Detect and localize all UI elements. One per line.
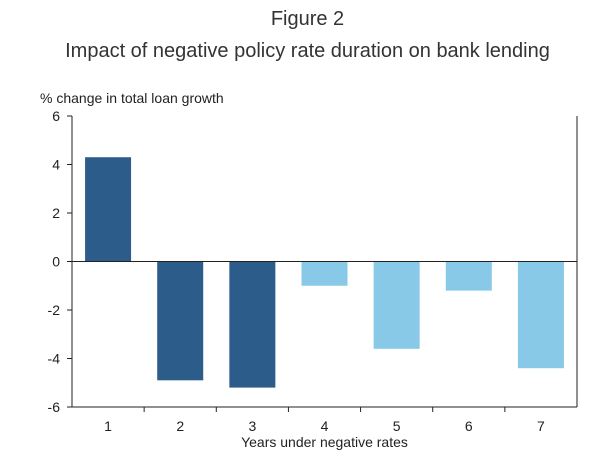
chart-title: Figure 2 [270, 8, 345, 30]
bar-year-5 [373, 261, 420, 349]
y-tick-label: 6 [52, 108, 60, 124]
y-tick-label: 0 [52, 254, 60, 270]
x-tick-label: 4 [321, 418, 329, 434]
chart-subtitle: Impact of negative policy rate duration … [65, 40, 550, 62]
x-tick-label: 7 [537, 418, 545, 434]
y-tick-label: -4 [48, 351, 61, 367]
y-tick-label: 4 [52, 157, 60, 173]
y-axis-label: % change in total loan growth [40, 90, 224, 106]
bar-year-3 [229, 261, 276, 388]
x-tick-label: 5 [393, 418, 401, 434]
x-tick-label: 6 [465, 418, 473, 434]
bar-year-7 [517, 261, 564, 369]
y-tick-label: 2 [52, 205, 60, 221]
bar-year-2 [157, 261, 204, 381]
x-tick-label: 1 [104, 418, 112, 434]
bar-year-1 [85, 157, 132, 262]
bar-year-4 [301, 261, 348, 286]
y-tick-label: -6 [48, 399, 61, 415]
y-tick-label: -2 [48, 302, 61, 318]
x-axis-label: Years under negative rates [241, 434, 408, 450]
x-tick-label: 3 [248, 418, 256, 434]
bar-year-6 [445, 261, 492, 291]
x-tick-label: 2 [176, 418, 184, 434]
